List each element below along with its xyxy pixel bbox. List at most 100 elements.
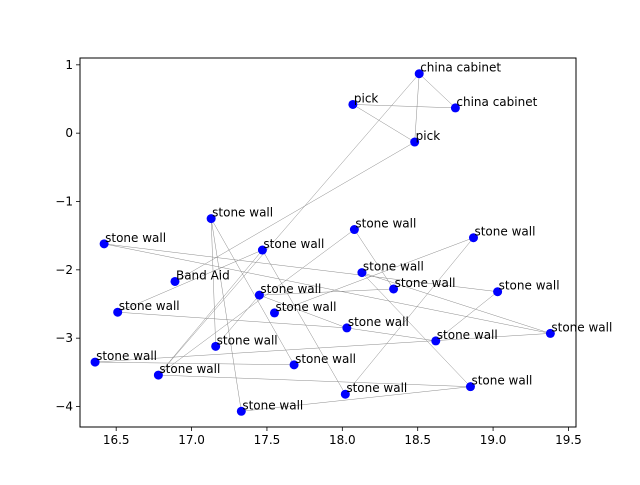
edge-line [104,243,551,334]
edge-line [262,249,346,395]
point-label: stone wall [263,237,324,251]
point-label: stone wall [346,381,407,395]
edge-line [345,237,474,395]
edge-line [259,294,347,329]
x-tick-label: 18.0 [329,433,356,447]
edge-line [346,327,436,342]
edge-line [259,288,394,296]
data-point [340,389,350,399]
data-point [414,69,424,79]
point-label: stone wall [217,333,278,347]
data-point [206,214,216,224]
point-label: stone wall [96,349,157,363]
point-label: stone wall [471,374,532,388]
data-point [468,233,478,243]
data-point [289,360,299,370]
point-label: stone wall [395,276,456,290]
point-label: Band Aid [176,268,230,282]
data-point [348,99,358,109]
point-label: stone wall [242,398,303,412]
data-point [431,336,441,346]
x-tick-label: 16.5 [103,433,130,447]
point-label: stone wall [355,217,416,231]
point-label: stone wall [212,206,273,220]
y-tick-label: 0 [65,126,73,140]
edge-line [435,291,498,342]
x-tick-label: 19.0 [480,433,507,447]
axes-frame [79,57,577,428]
y-tick-label: −2 [55,263,73,277]
x-axis-ticks: 16.5 17.0 17.5 18.0 18.5 19.0 19.5 [103,427,582,447]
y-tick-label: −1 [55,195,73,209]
edge-line [210,218,295,365]
edge-line [352,104,456,109]
data-point [465,382,475,392]
edge-line [158,374,471,387]
point-label: stone wall [363,260,424,274]
y-tick-label: −3 [55,331,73,345]
data-point [254,290,264,300]
plot-background [80,58,576,427]
data-point [153,370,163,380]
point-label: stone wall [295,352,356,366]
data-point [90,357,100,367]
edge-line [117,249,263,313]
data-point [99,239,109,249]
edge-line [241,386,471,412]
data-point [113,307,123,317]
data-point [236,406,246,416]
data-point [269,308,279,318]
y-tick-label: 1 [65,58,73,72]
edge-line [414,73,420,143]
point-label: stone wall [275,300,336,314]
edge-line [354,229,394,290]
data-point [410,137,420,147]
point-label: stone wall [551,320,612,334]
data-point [493,287,503,297]
x-tick-label: 18.5 [404,433,431,447]
edge-line [158,229,355,376]
edge-line [215,294,260,347]
point-label: stone wall [348,315,409,329]
point-label: stone wall [437,328,498,342]
point-label: stone wall [260,282,321,296]
edge-line [352,104,415,143]
points-layer [90,69,555,416]
point-label: pick [354,91,379,105]
point-label: china cabinet [456,95,537,109]
data-point [357,268,367,278]
data-point [342,323,352,333]
edge-line [95,361,295,366]
y-tick-label: −4 [55,400,73,414]
data-point [170,276,180,286]
point-label: stone wall [119,299,180,313]
data-point [545,328,555,338]
x-tick-label: 17.5 [254,433,281,447]
point-label: pick [416,129,441,143]
point-label: stone wall [105,231,166,245]
x-tick-label: 17.0 [178,433,205,447]
data-point [211,341,221,351]
y-axis-ticks: 1 0 −1 −2 −3 −4 [55,58,80,414]
point-label: china cabinet [420,61,501,75]
edge-line [158,249,263,376]
point-label: stone wall [499,279,560,293]
point-label: stone wall [159,362,220,376]
edge-line [361,272,551,334]
edge-line [210,218,242,412]
edge-line [419,73,456,109]
edge-line [361,272,471,387]
edges-layer [95,73,551,412]
edge-line [174,141,415,282]
x-tick-label: 19.5 [555,433,582,447]
point-label: stone wall [474,225,535,239]
point-labels-layer: china cabinet china cabinet pick pick stone … [96,61,612,413]
data-point [257,245,267,255]
data-point [450,103,460,113]
edge-line [210,218,216,347]
data-point [349,225,359,235]
data-point [389,284,399,294]
edge-line [104,243,498,292]
